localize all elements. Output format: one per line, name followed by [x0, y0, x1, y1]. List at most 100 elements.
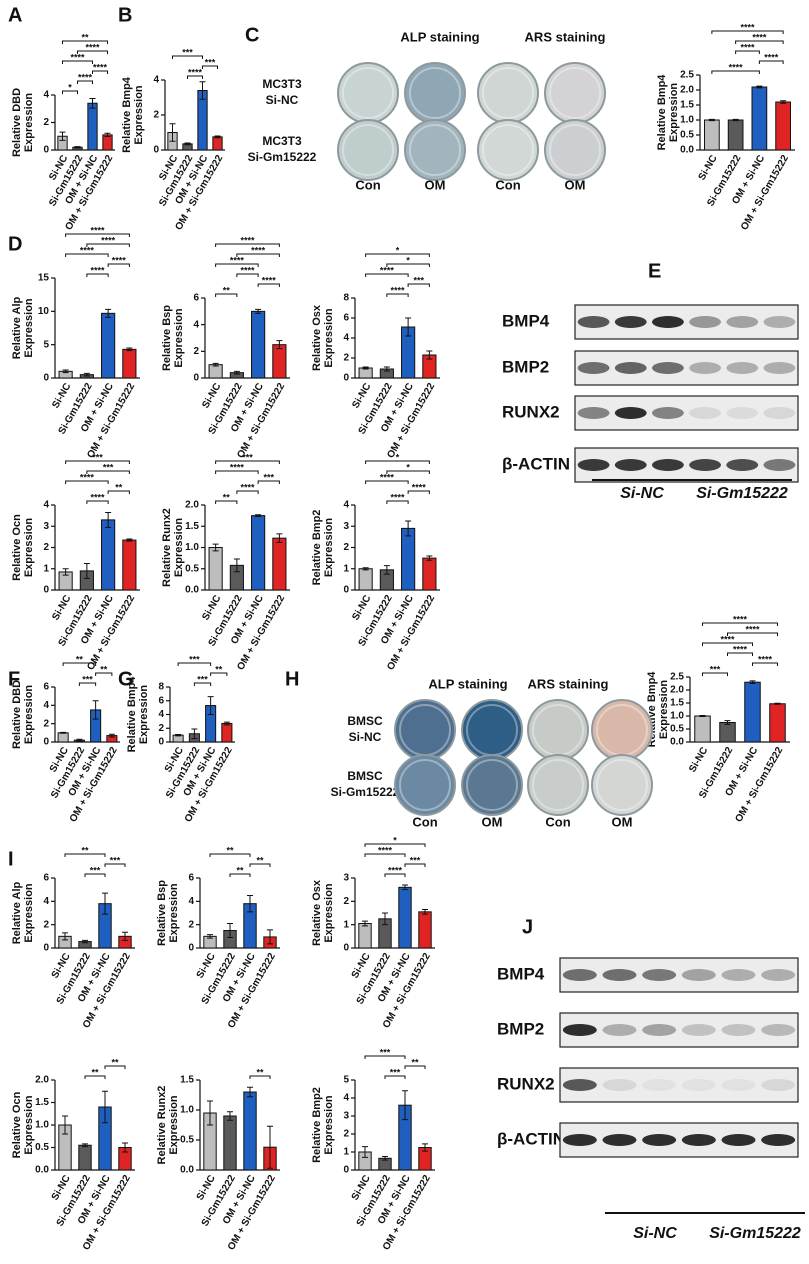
significance-label: *** [263, 472, 274, 482]
y-tick-label: 2 [43, 117, 49, 128]
y-axis-label: Relative Ocn [11, 1091, 23, 1158]
y-tick-label: 0 [343, 585, 349, 596]
bar [401, 527, 416, 591]
error-bar [267, 1125, 273, 1169]
row-label: Si-NC [266, 93, 299, 107]
significance-label: ** [256, 855, 264, 865]
blot-band [721, 969, 756, 981]
significance-label: **** [380, 472, 395, 482]
panel-label: H [285, 668, 299, 690]
error-bar [212, 543, 219, 552]
significance-label: ** [215, 664, 223, 674]
significance-label: **** [230, 255, 245, 265]
error-bar [382, 912, 388, 926]
y-tick-label: 4 [343, 500, 349, 511]
blot-band [614, 407, 647, 419]
error-bar [405, 317, 412, 337]
significance-bracket [187, 75, 203, 79]
y-tick-label: 0 [158, 737, 164, 748]
error-bar [184, 142, 191, 146]
y-axis-label: Expression [23, 93, 35, 153]
significance-label: **** [380, 265, 395, 275]
significance-label: ** [100, 664, 108, 674]
significance-label: **** [733, 614, 748, 624]
significance-label: **** [240, 235, 255, 245]
y-tick-label: 2 [343, 1129, 349, 1140]
error-bar [233, 558, 240, 573]
y-tick-label: 2.5 [670, 672, 684, 683]
y-tick-label: 15 [38, 273, 50, 284]
y-tick-label: 0.0 [680, 145, 694, 156]
significance-bracket [386, 470, 430, 474]
bar [101, 312, 116, 379]
significance-label: ** [115, 482, 123, 492]
significance-bracket [62, 60, 93, 64]
protein-label: RUNX2 [497, 1074, 555, 1093]
column-label: Con [355, 177, 380, 192]
error-bar [59, 131, 66, 141]
significance-label: * [406, 462, 410, 472]
y-tick-label: 2 [43, 718, 49, 729]
significance-bracket [77, 50, 108, 54]
significance-bracket [735, 40, 784, 44]
y-axis-label: Expression [323, 1095, 335, 1155]
significance-label: *** [92, 452, 103, 462]
y-tick-label: 0 [343, 373, 349, 384]
blot-band [689, 316, 722, 328]
significance-bracket [215, 500, 238, 504]
significance-label: **** [85, 42, 100, 52]
y-tick-label: 1 [343, 1147, 349, 1158]
error-bar [62, 568, 69, 576]
staining-header: ARS staining [525, 29, 606, 44]
y-tick-label: 0.5 [185, 563, 199, 574]
bar [78, 1144, 92, 1171]
y-axis-label: Expression [323, 518, 335, 578]
blot-strip [574, 304, 799, 340]
significance-bracket [202, 65, 218, 69]
y-axis-label: Expression [23, 883, 35, 943]
error-bar [169, 123, 176, 142]
y-tick-label: 4 [188, 896, 194, 907]
significance-bracket [215, 470, 259, 474]
significance-bracket [249, 1075, 271, 1079]
y-tick-label: 0.5 [180, 1135, 194, 1146]
significance-bracket [257, 283, 280, 287]
well-rim [549, 124, 601, 176]
significance-label: **** [240, 265, 255, 275]
x-tick-label: Si-NC [697, 153, 720, 182]
error-bar [214, 135, 221, 139]
y-axis-label: Expression [23, 298, 35, 358]
well-rim [399, 759, 451, 811]
well [544, 119, 606, 181]
significance-bracket [215, 460, 280, 464]
well [394, 699, 456, 761]
y-tick-label: 2 [43, 542, 49, 553]
y-tick-label: 5 [343, 1075, 349, 1086]
blot-band [763, 362, 796, 374]
significance-bracket [86, 243, 130, 247]
significance-label: **** [188, 67, 203, 77]
significance-label: **** [764, 52, 779, 62]
significance-label: **** [80, 472, 95, 482]
significance-bracket [404, 863, 426, 867]
significance-bracket [384, 873, 406, 877]
well-rim [482, 67, 534, 119]
column-label: Con [545, 814, 570, 829]
significance-bracket [386, 293, 409, 297]
y-tick-label: 2.0 [680, 85, 694, 96]
blot-band [642, 1079, 677, 1091]
significance-bracket [209, 853, 251, 857]
y-axis-label: Relative Bmp2 [311, 510, 323, 586]
bar [358, 568, 373, 591]
blot-band [562, 1134, 597, 1146]
error-bar [426, 350, 433, 360]
blot-band [761, 1134, 796, 1146]
significance-bracket [386, 500, 409, 504]
blot-band [642, 969, 677, 981]
error-bar [276, 533, 283, 543]
bar [719, 722, 736, 743]
bar [694, 715, 711, 743]
y-tick-label: 0 [43, 737, 49, 748]
protein-label: β-ACTIN [497, 1129, 565, 1148]
